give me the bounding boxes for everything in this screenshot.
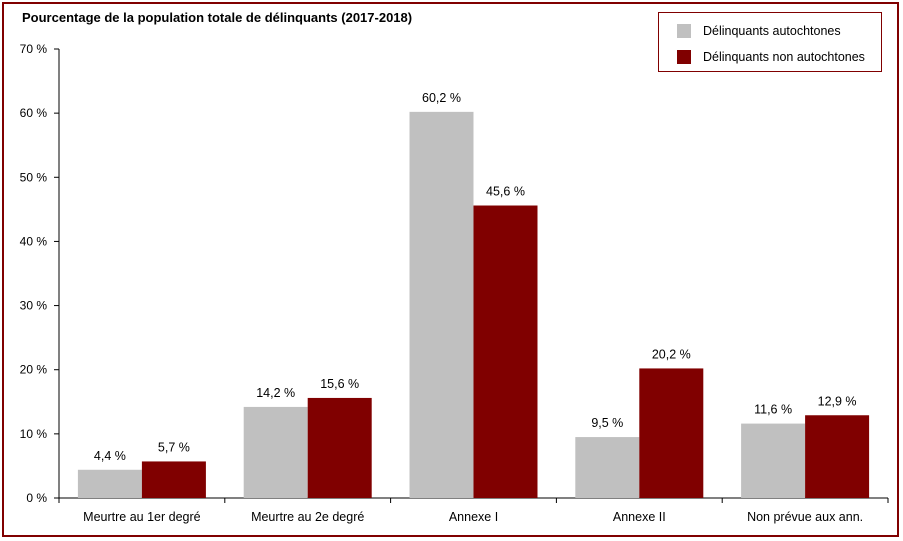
x-tick-label: Meurtre au 1er degré <box>83 510 200 524</box>
data-label: 11,6 % <box>754 403 792 417</box>
data-label: 15,6 % <box>320 377 359 391</box>
bar <box>307 397 372 498</box>
y-tick-label: 30 % <box>20 299 48 313</box>
data-label: 12,9 % <box>818 394 857 408</box>
data-label: 20,2 % <box>652 347 691 361</box>
data-label: 4,4 % <box>94 449 126 463</box>
legend-item-series-1: Délinquants autochtones <box>677 22 841 40</box>
legend-swatch-series-1 <box>677 24 691 38</box>
legend-swatch-series-2 <box>677 50 691 64</box>
data-label: 5,7 % <box>158 440 190 454</box>
legend-item-series-2: Délinquants non autochtones <box>677 48 865 66</box>
y-tick-label: 10 % <box>20 427 48 441</box>
bar <box>409 111 474 499</box>
legend-label-series-1: Délinquants autochtones <box>703 24 841 38</box>
data-label: 45,6 % <box>486 185 525 199</box>
bar <box>141 461 206 498</box>
bar <box>473 205 538 498</box>
y-tick-label: 0 % <box>26 491 47 505</box>
data-label: 14,2 % <box>256 386 295 400</box>
bar <box>741 423 806 498</box>
bar <box>575 437 640 498</box>
bar <box>77 469 142 498</box>
x-tick-label: Annexe II <box>613 510 666 524</box>
y-tick-label: 70 % <box>20 42 48 56</box>
y-tick-label: 40 % <box>20 234 48 248</box>
bar <box>805 415 870 498</box>
chart-title: Pourcentage de la population totale de d… <box>22 10 413 25</box>
x-tick-label: Annexe I <box>449 510 498 524</box>
y-tick-label: 60 % <box>20 106 48 120</box>
y-tick-label: 50 % <box>20 170 48 184</box>
legend-label-series-2: Délinquants non autochtones <box>703 50 865 64</box>
legend: Délinquants autochtones Délinquants non … <box>658 12 882 72</box>
data-label: 9,5 % <box>591 416 623 430</box>
bar <box>639 368 704 498</box>
x-tick-label: Non prévue aux ann. <box>747 510 863 524</box>
y-tick-label: 20 % <box>20 363 48 377</box>
x-tick-label: Meurtre au 2e degré <box>251 510 364 524</box>
data-label: 60,2 % <box>422 91 461 105</box>
bar <box>243 406 308 498</box>
